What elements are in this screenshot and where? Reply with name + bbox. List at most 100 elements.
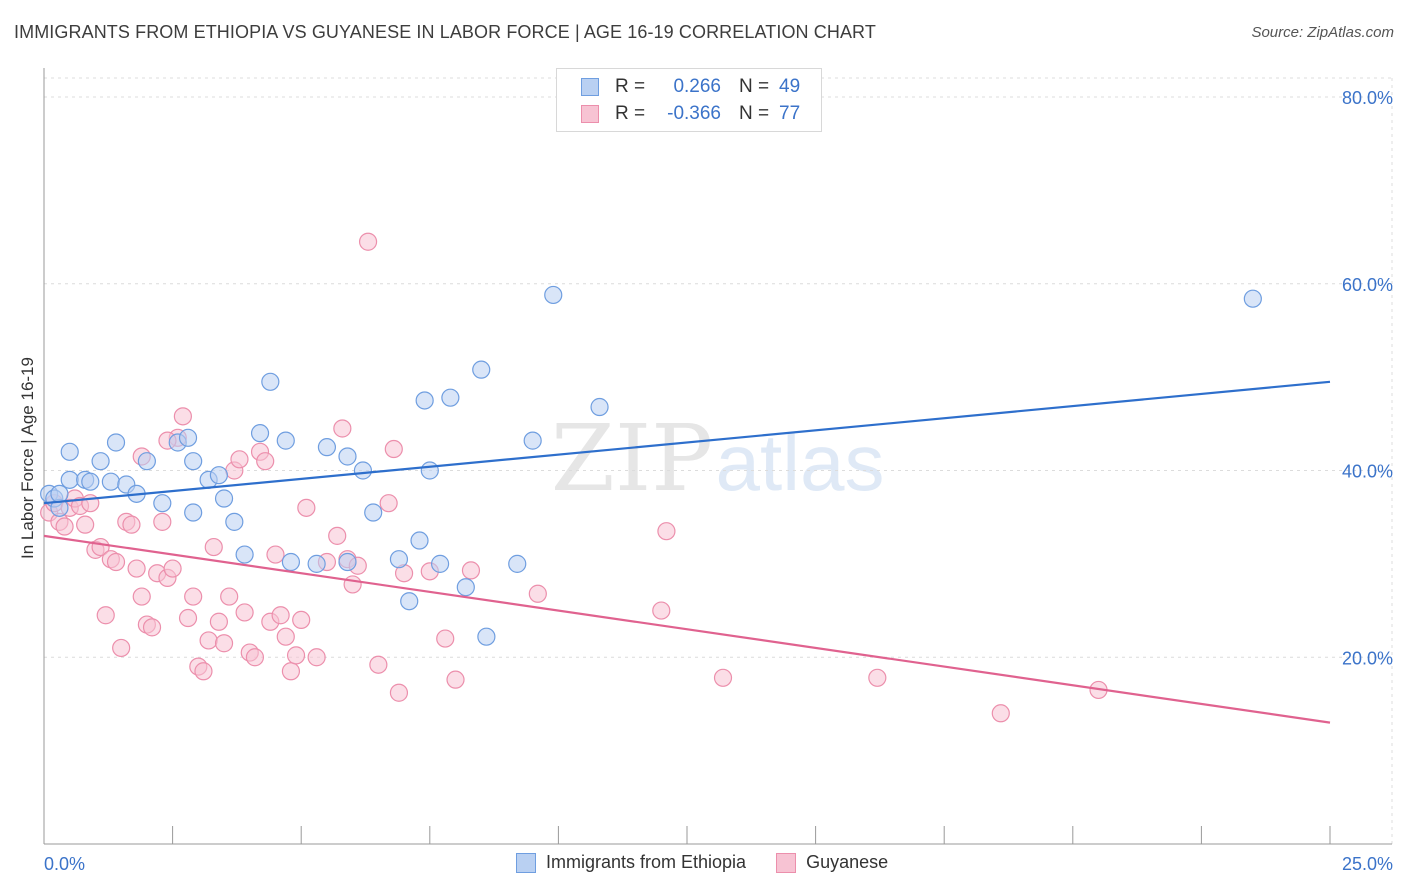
ethiopia-point <box>276 431 295 450</box>
ethiopia-point <box>91 452 110 471</box>
ethiopia-point <box>307 554 326 573</box>
guyanese-point <box>163 559 182 578</box>
ethiopia-point <box>60 442 79 461</box>
legend-n-value: 77 <box>779 103 801 124</box>
guyanese-point <box>127 559 146 578</box>
guyanese-point <box>271 606 290 625</box>
source-label: Source: ZipAtlas.com <box>1251 24 1394 41</box>
guyanese-point <box>132 587 151 606</box>
data-points <box>40 232 1262 723</box>
legend-n-label: N = <box>739 76 770 97</box>
ethiopia-point <box>400 592 419 611</box>
ethiopia-point <box>317 438 337 457</box>
ethiopia-point <box>214 489 234 508</box>
guyanese-point <box>76 515 95 534</box>
guyanese-point <box>122 515 141 534</box>
guyanese-point <box>230 450 249 469</box>
ethiopia-point <box>81 472 100 491</box>
ethiopia-point <box>250 424 270 443</box>
ethiopia-point <box>389 550 409 569</box>
guyanese-point <box>436 629 455 648</box>
guyanese-point <box>266 545 285 564</box>
ethiopia-point <box>472 360 491 379</box>
guyanese-point <box>276 627 295 646</box>
ethiopia-point <box>415 391 434 410</box>
ethiopia-point <box>235 545 254 564</box>
ethiopia-point <box>184 452 203 471</box>
series-legend: Immigrants from Ethiopia Guyanese <box>516 852 918 873</box>
legend-row-ethiopia: R = 0.266 N = 49 <box>581 75 800 99</box>
guyanese-point <box>343 575 362 594</box>
watermark-zip: ZIP <box>551 405 713 512</box>
y-axis-label: In Labor Force | Age 16-19 <box>18 357 37 559</box>
guyanese-point <box>214 634 234 653</box>
ethiopia-trend-line <box>43 380 1331 505</box>
guyanese-point <box>328 526 347 545</box>
guyanese-point <box>173 407 192 426</box>
guyanese-point <box>153 512 172 531</box>
legend-swatch-blue <box>581 78 599 96</box>
series-swatch-blue <box>516 852 536 873</box>
guyanese-point <box>389 683 409 702</box>
ethiopia-point <box>338 447 357 466</box>
ethiopia-point <box>590 397 609 417</box>
ethiopia-point <box>153 494 172 513</box>
guyanese-point <box>369 655 388 674</box>
ethiopia-point <box>544 285 563 305</box>
series-swatch-pink <box>776 852 797 873</box>
guyanese-point <box>209 612 228 631</box>
guyanese-point <box>235 603 254 622</box>
guyanese-trend-line <box>43 534 1331 724</box>
guyanese-point <box>657 522 676 541</box>
ethiopia-point <box>101 472 120 491</box>
guyanese-point <box>142 618 162 637</box>
y-tick-label: 20.0% <box>1342 648 1393 668</box>
ethiopia-point <box>523 431 542 450</box>
guyanese-point <box>199 631 218 650</box>
x-tick-label-min: 0.0% <box>44 854 85 874</box>
guyanese-point <box>292 610 311 630</box>
ethiopia-point <box>1243 289 1262 308</box>
ethiopia-point <box>137 452 156 471</box>
legend-r-value: -0.366 <box>667 103 721 124</box>
y-tick-label: 60.0% <box>1342 275 1393 295</box>
guyanese-point <box>358 232 378 251</box>
guyanese-point <box>112 638 131 658</box>
series-label-ethiopia: Immigrants from Ethiopia <box>546 852 747 872</box>
ethiopia-point <box>60 470 79 489</box>
ethiopia-point <box>106 433 126 452</box>
guyanese-point <box>446 670 465 689</box>
ethiopia-point <box>261 372 280 391</box>
ethiopia-point <box>225 512 244 531</box>
trend-lines <box>43 380 1331 724</box>
ethiopia-point <box>430 554 450 573</box>
y-tick-label: 80.0% <box>1342 88 1393 108</box>
legend-swatch-pink <box>581 105 599 123</box>
guyanese-point <box>461 561 481 580</box>
legend-r-label: R = <box>615 103 646 124</box>
guyanese-point <box>204 537 223 557</box>
ethiopia-point <box>508 554 527 573</box>
ethiopia-point <box>50 484 69 503</box>
series-label-guyanese: Guyanese <box>806 852 889 872</box>
x-tick-label-max: 25.0% <box>1342 854 1393 874</box>
guyanese-point <box>96 606 115 625</box>
tick-labels: 20.0% 40.0% 60.0% 80.0% 0.0% 25.0% <box>44 88 1393 874</box>
ethiopia-point <box>353 461 373 480</box>
ethiopia-point <box>420 461 439 480</box>
legend: R = 0.266 N = 49 R = -0.366 N = 77 <box>556 68 822 132</box>
legend-row-guyanese: R = -0.366 N = 77 <box>581 102 800 126</box>
guyanese-point <box>868 668 887 687</box>
legend-r-label: R = <box>615 76 646 97</box>
ethiopia-point <box>456 578 475 597</box>
guyanese-point <box>379 494 398 513</box>
guyanese-point <box>281 662 301 681</box>
guyanese-point <box>652 601 671 620</box>
legend-n-value: 49 <box>779 76 801 97</box>
guyanese-point <box>307 648 326 667</box>
ethiopia-point <box>178 428 198 447</box>
guyanese-point <box>256 452 275 471</box>
ethiopia-point <box>281 552 301 572</box>
legend-n-label: N = <box>739 103 770 124</box>
